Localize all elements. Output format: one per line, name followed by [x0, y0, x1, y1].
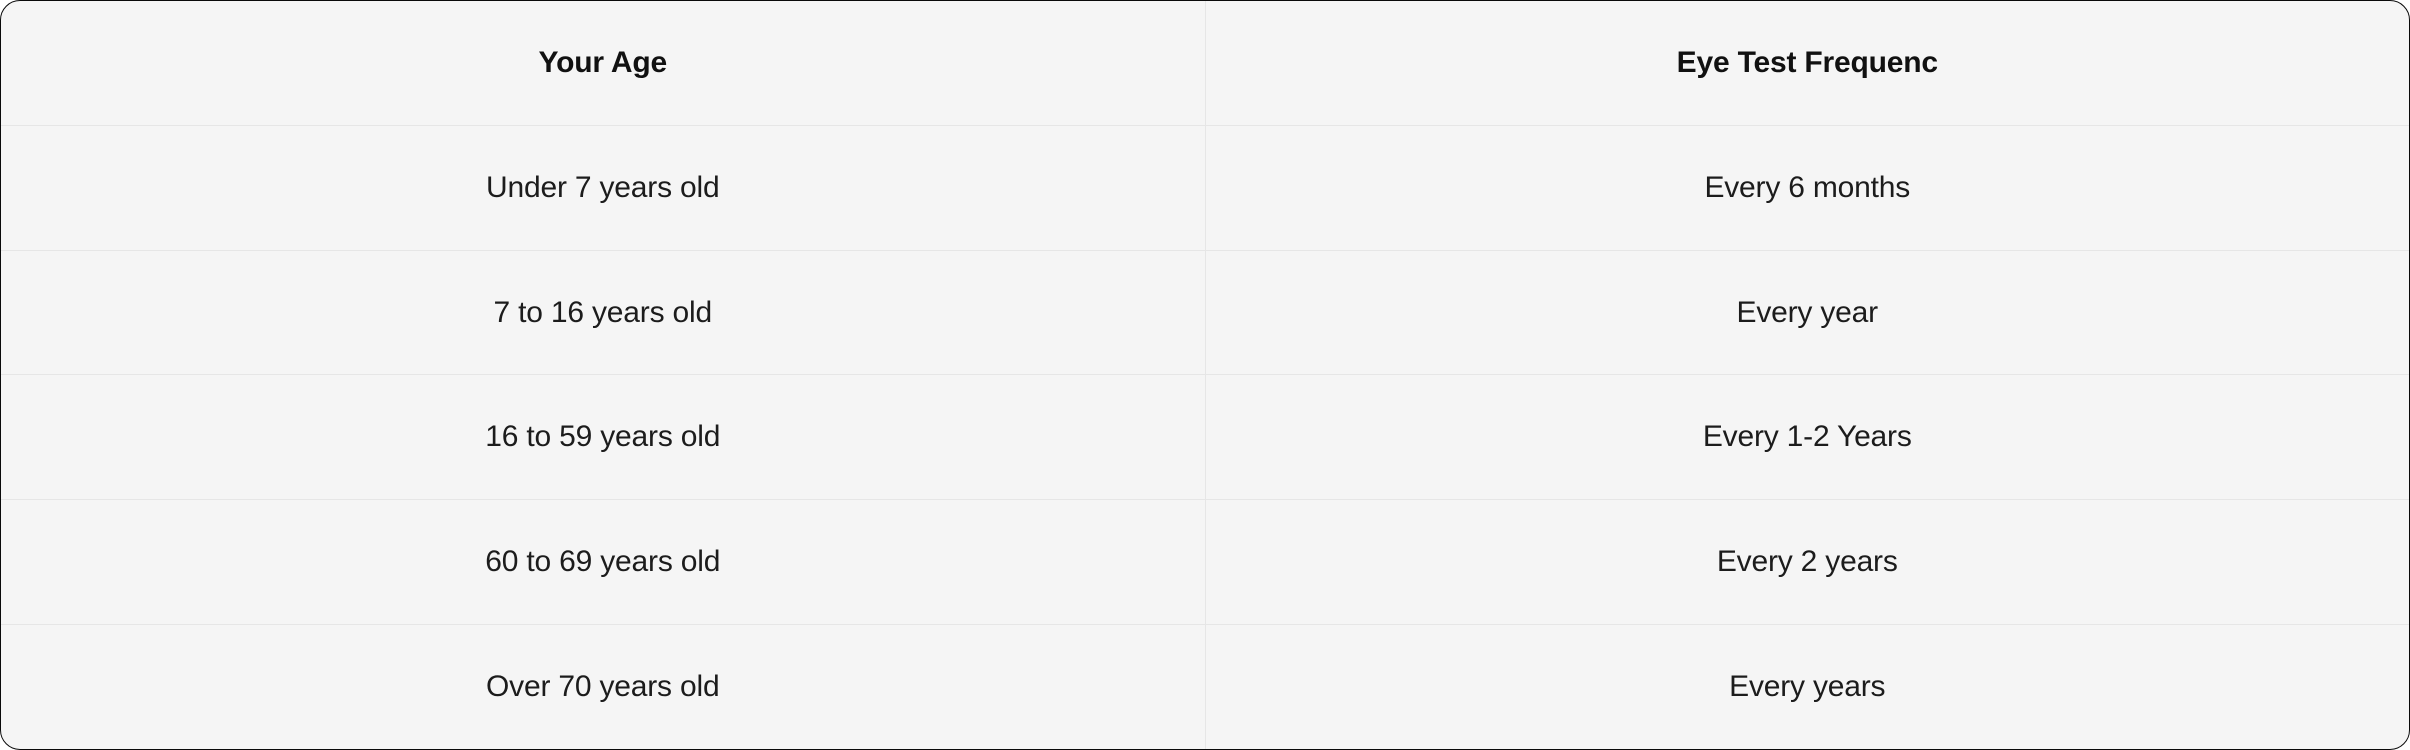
table-header-row: Your Age Eye Test Frequenc — [1, 1, 2409, 125]
cell-value: Under 7 years old — [486, 171, 719, 205]
cell-value: 16 to 59 years old — [485, 420, 720, 454]
cell-value: 60 to 69 years old — [485, 545, 720, 579]
cell-frequency: Every years — [1205, 625, 2410, 749]
cell-frequency: Every 2 years — [1205, 500, 2410, 624]
cell-age: 60 to 69 years old — [1, 500, 1205, 624]
eye-test-frequency-table: Your Age Eye Test Frequenc Under 7 years… — [0, 0, 2410, 750]
table-row: 7 to 16 years old Every year — [1, 250, 2409, 375]
column-header-age: Your Age — [1, 1, 1205, 125]
column-header-label: Your Age — [539, 46, 667, 80]
cell-age: 16 to 59 years old — [1, 375, 1205, 499]
column-header-frequency: Eye Test Frequenc — [1205, 1, 2410, 125]
cell-value: Every 1-2 Years — [1703, 420, 1912, 454]
column-header-label: Eye Test Frequenc — [1677, 46, 1938, 80]
cell-value: 7 to 16 years old — [494, 296, 712, 330]
cell-frequency: Every 1-2 Years — [1205, 375, 2410, 499]
cell-value: Every 2 years — [1717, 545, 1898, 579]
table-row: Under 7 years old Every 6 months — [1, 125, 2409, 250]
cell-frequency: Every year — [1205, 251, 2410, 375]
cell-age: Under 7 years old — [1, 126, 1205, 250]
cell-value: Over 70 years old — [486, 670, 719, 704]
cell-age: Over 70 years old — [1, 625, 1205, 749]
cell-value: Every years — [1729, 670, 1885, 704]
table-row: 16 to 59 years old Every 1-2 Years — [1, 374, 2409, 499]
cell-age: 7 to 16 years old — [1, 251, 1205, 375]
table-row: Over 70 years old Every years — [1, 624, 2409, 749]
cell-frequency: Every 6 months — [1205, 126, 2410, 250]
table-row: 60 to 69 years old Every 2 years — [1, 499, 2409, 624]
cell-value: Every year — [1737, 296, 1878, 330]
cell-value: Every 6 months — [1704, 171, 1910, 205]
